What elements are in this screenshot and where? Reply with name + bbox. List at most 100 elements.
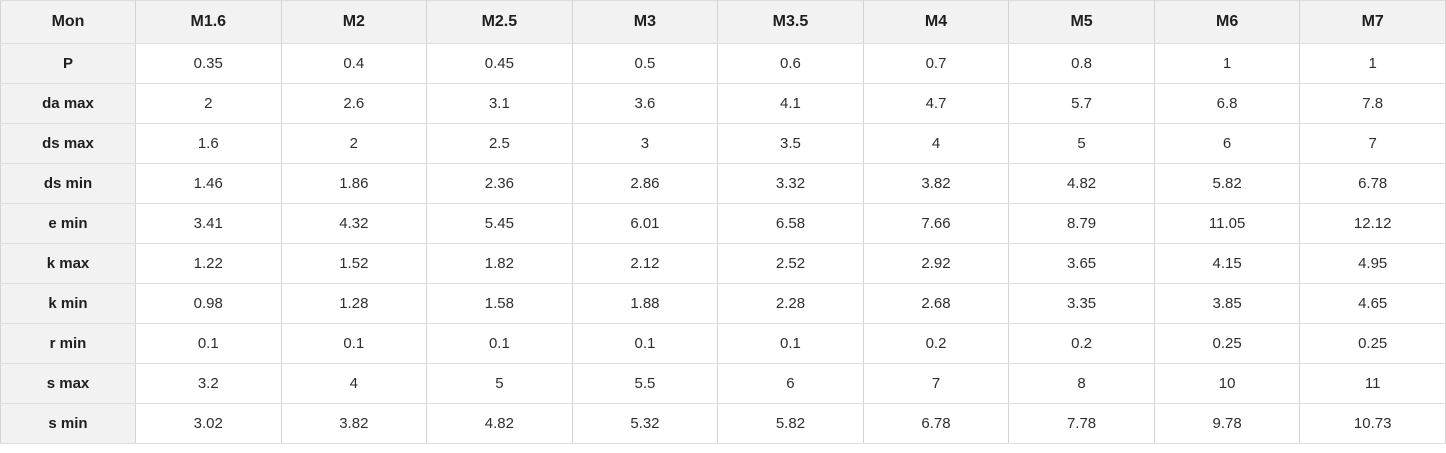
data-cell: 3.85 <box>1153 283 1301 324</box>
data-cell: 0.7 <box>862 43 1010 84</box>
data-cell: 10.73 <box>1299 403 1446 444</box>
data-cell: 2.5 <box>426 123 573 164</box>
data-cell: 0.25 <box>1299 323 1446 364</box>
data-cell: 4.15 <box>1153 243 1301 284</box>
data-cell: 3.82 <box>862 163 1010 204</box>
data-cell: 7.8 <box>1299 83 1446 124</box>
data-cell: 0.5 <box>571 43 719 84</box>
data-cell: 6.58 <box>717 203 864 244</box>
row-label-k-min: k min <box>0 283 136 324</box>
row-label-s-min: s min <box>0 403 136 444</box>
data-cell: 4.32 <box>280 203 428 244</box>
data-cell: 0.4 <box>280 43 428 84</box>
data-cell: 3.32 <box>717 163 864 204</box>
data-cell: 1.6 <box>135 123 282 164</box>
data-cell: 1.88 <box>571 283 719 324</box>
data-cell: 1.52 <box>280 243 428 284</box>
data-cell: 12.12 <box>1299 203 1446 244</box>
data-cell: 0.1 <box>571 323 719 364</box>
data-cell: 4.95 <box>1299 243 1446 284</box>
data-cell: 4.82 <box>426 403 573 444</box>
row-label-e-min: e min <box>0 203 136 244</box>
data-cell: 4.65 <box>1299 283 1446 324</box>
data-cell: 3.35 <box>1008 283 1155 324</box>
column-header-m1-6: M1.6 <box>135 0 282 44</box>
data-cell: 7.66 <box>862 203 1010 244</box>
table-row-ds-max: ds max 1.6 2 2.5 3 3.5 4 5 6 7 <box>0 123 1446 164</box>
data-cell: 2.68 <box>862 283 1010 324</box>
data-cell: 1.46 <box>135 163 282 204</box>
row-label-r-min: r min <box>0 323 136 364</box>
column-header-m6: M6 <box>1153 0 1301 44</box>
data-cell: 0.45 <box>426 43 573 84</box>
column-header-m3-5: M3.5 <box>717 0 864 44</box>
data-cell: 0.6 <box>717 43 864 84</box>
data-cell: 0.2 <box>862 323 1010 364</box>
data-cell: 3.6 <box>571 83 719 124</box>
table-row-p: P 0.35 0.4 0.45 0.5 0.6 0.7 0.8 1 1 <box>0 43 1446 84</box>
data-cell: 5.82 <box>717 403 864 444</box>
data-cell: 4.1 <box>717 83 864 124</box>
column-header-m7: M7 <box>1299 0 1446 44</box>
data-cell: 3.2 <box>135 363 282 404</box>
data-cell: 2.28 <box>717 283 864 324</box>
table-row-e-min: e min 3.41 4.32 5.45 6.01 6.58 7.66 8.79… <box>0 203 1446 244</box>
table-row-s-min: s min 3.02 3.82 4.82 5.32 5.82 6.78 7.78… <box>0 403 1446 444</box>
data-cell: 5.82 <box>1153 163 1301 204</box>
data-cell: 1.22 <box>135 243 282 284</box>
data-cell: 3.1 <box>426 83 573 124</box>
data-cell: 5 <box>1008 123 1155 164</box>
data-cell: 2.12 <box>571 243 719 284</box>
data-cell: 2.6 <box>280 83 428 124</box>
row-label-k-max: k max <box>0 243 136 284</box>
data-cell: 6 <box>1153 123 1301 164</box>
data-cell: 10 <box>1153 363 1301 404</box>
data-cell: 3.82 <box>280 403 428 444</box>
data-cell: 5.45 <box>426 203 573 244</box>
table-row-k-min: k min 0.98 1.28 1.58 1.88 2.28 2.68 3.35… <box>0 283 1446 324</box>
data-cell: 4 <box>280 363 428 404</box>
table-row-ds-min: ds min 1.46 1.86 2.36 2.86 3.32 3.82 4.8… <box>0 163 1446 204</box>
table-row-da-max: da max 2 2.6 3.1 3.6 4.1 4.7 5.7 6.8 7.8 <box>0 83 1446 124</box>
data-cell: 5.32 <box>571 403 719 444</box>
column-header-mon: Mon <box>0 0 136 44</box>
column-header-m5: M5 <box>1008 0 1155 44</box>
data-cell: 6.01 <box>571 203 719 244</box>
column-header-m2-5: M2.5 <box>426 0 573 44</box>
data-cell: 8 <box>1008 363 1155 404</box>
data-cell: 1.82 <box>426 243 573 284</box>
data-cell: 0.35 <box>135 43 282 84</box>
data-cell: 4.82 <box>1008 163 1155 204</box>
row-label-s-max: s max <box>0 363 136 404</box>
data-cell: 11 <box>1299 363 1446 404</box>
table-row-k-max: k max 1.22 1.52 1.82 2.12 2.52 2.92 3.65… <box>0 243 1446 284</box>
data-cell: 2.86 <box>571 163 719 204</box>
data-cell: 3.5 <box>717 123 864 164</box>
data-cell: 0.2 <box>1008 323 1155 364</box>
data-cell: 2 <box>280 123 428 164</box>
row-label-da-max: da max <box>0 83 136 124</box>
data-cell: 0.1 <box>717 323 864 364</box>
data-cell: 6.8 <box>1153 83 1301 124</box>
data-cell: 2.52 <box>717 243 864 284</box>
row-label-ds-max: ds max <box>0 123 136 164</box>
row-label-p: P <box>0 43 136 84</box>
data-cell: 7 <box>862 363 1010 404</box>
data-cell: 5 <box>426 363 573 404</box>
data-cell: 0.1 <box>280 323 428 364</box>
data-cell: 7 <box>1299 123 1446 164</box>
data-cell: 0.1 <box>135 323 282 364</box>
data-cell: 11.05 <box>1153 203 1301 244</box>
column-header-m3: M3 <box>571 0 719 44</box>
data-cell: 4 <box>862 123 1010 164</box>
column-header-m4: M4 <box>862 0 1010 44</box>
data-cell: 8.79 <box>1008 203 1155 244</box>
data-cell: 6.78 <box>1299 163 1446 204</box>
data-cell: 3.65 <box>1008 243 1155 284</box>
table-row-s-max: s max 3.2 4 5 5.5 6 7 8 10 11 <box>0 363 1446 404</box>
data-cell: 5.7 <box>1008 83 1155 124</box>
data-cell: 1 <box>1153 43 1301 84</box>
data-cell: 1.86 <box>280 163 428 204</box>
data-cell: 0.25 <box>1153 323 1301 364</box>
